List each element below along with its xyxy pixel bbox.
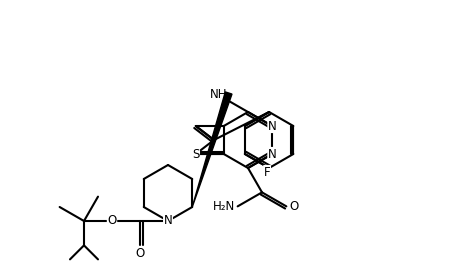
Polygon shape [192,92,232,207]
Text: N: N [268,147,277,161]
Text: F: F [264,165,270,178]
Text: N: N [164,215,172,227]
Text: O: O [107,215,117,227]
Text: N: N [268,119,277,133]
Text: O: O [135,247,145,260]
Text: H₂N: H₂N [212,200,235,213]
Text: S: S [192,147,199,161]
Text: O: O [290,200,299,213]
Text: NH: NH [210,87,227,101]
